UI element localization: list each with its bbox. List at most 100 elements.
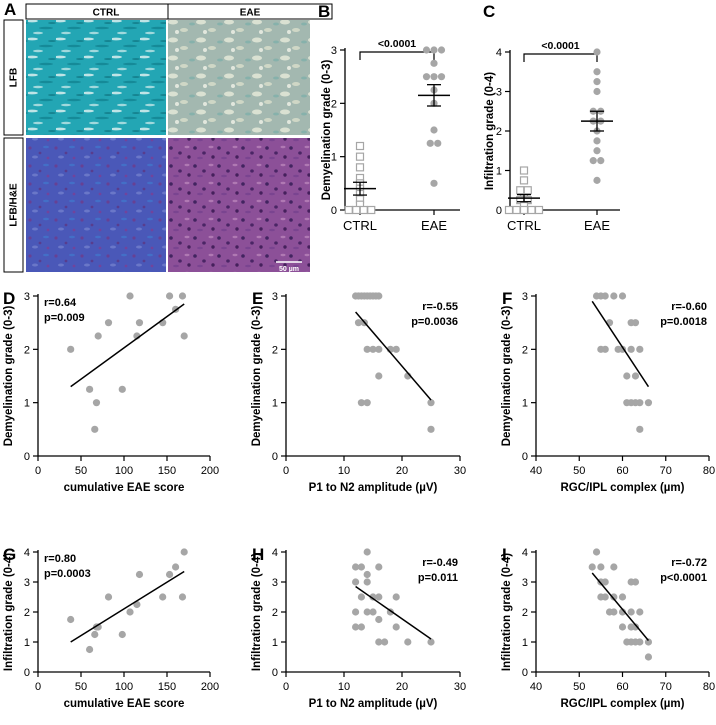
data-point (527, 205, 536, 215)
data-point (363, 608, 371, 616)
data-point (610, 593, 618, 601)
data-point (92, 399, 101, 407)
x-tick-label: 20 (396, 681, 408, 693)
data-point (426, 139, 434, 147)
y-tick-label: 1 (272, 637, 278, 649)
x-tick-label: 50 (75, 465, 87, 477)
y-tick-label: 4 (24, 547, 30, 559)
data-point (618, 593, 627, 601)
y-tick-label: 2 (272, 607, 278, 619)
row-label-box (3, 19, 24, 136)
image-lfb-ctrl (26, 20, 166, 135)
regression-line (355, 585, 432, 640)
data-point (369, 608, 377, 616)
data-point (86, 645, 94, 654)
data-point (592, 548, 601, 556)
data-point (427, 638, 435, 646)
panel-I: I 0 1 2 3 4 40 50 60 70 80 RGC/IPL complex (µm) Infi… (501, 545, 715, 710)
data-point (91, 630, 99, 639)
data-point (375, 345, 383, 353)
x-category-label-0: CTRL (343, 218, 377, 233)
data-point (601, 292, 609, 300)
data-point (593, 48, 601, 56)
data-point (369, 345, 377, 353)
y-tick-label: 2 (272, 344, 278, 356)
scale-bar-label: 50 µm (279, 266, 299, 273)
regression-line (591, 572, 650, 641)
y-tick-label: 2 (522, 607, 528, 619)
y-tick-label: 2 (331, 98, 337, 110)
y-tick-label: 3 (24, 291, 30, 303)
data-point (430, 179, 438, 187)
data-point (422, 73, 431, 81)
x-tick-label: 100 (115, 681, 133, 693)
data-point (344, 205, 353, 215)
data-point (126, 608, 134, 616)
x-axis-label: cumulative EAE score (64, 482, 185, 494)
data-point (352, 608, 360, 616)
row-label-0: LFB (9, 68, 20, 87)
data-point (593, 68, 601, 76)
panel-label-H: H (252, 545, 264, 564)
data-point (91, 425, 99, 433)
y-tick-label: 0 (522, 451, 528, 463)
data-point (404, 638, 412, 646)
r-value: r=-0.60 (671, 301, 707, 313)
data-point (172, 563, 180, 571)
data-point (357, 563, 365, 571)
data-point (430, 46, 438, 54)
data-point (392, 623, 400, 631)
data-point (357, 623, 365, 631)
y-tick-label: 3 (522, 577, 528, 589)
panel-D: D 0 1 2 3 0 50 100 150 200 cumulative EAE score Dem… (3, 289, 219, 494)
y-tick-label: 3 (522, 291, 528, 303)
y-tick-label: 0 (522, 667, 528, 679)
y-tick-label: 4 (272, 547, 278, 559)
data-point (352, 623, 360, 631)
data-point (512, 205, 521, 215)
data-point (430, 59, 438, 67)
data-point (430, 126, 438, 134)
data-point (359, 205, 368, 215)
x-tick-label: 80 (703, 465, 715, 477)
data-point (118, 630, 126, 639)
data-point (434, 139, 442, 147)
panel-label-F: F (502, 289, 512, 308)
data-point (593, 176, 601, 184)
panel-H: H 0 1 2 3 4 0 10 20 30 P1 to N2 amplitude (µV) Infi… (251, 545, 466, 710)
data-point (437, 73, 446, 81)
data-point (427, 425, 435, 433)
p-value: p<0.0001 (660, 572, 707, 584)
x-category-label-1: EAE (421, 218, 447, 233)
p-value: p=0.0036 (411, 316, 458, 328)
x-axis-label: cumulative EAE score (64, 698, 185, 710)
data-point (644, 653, 653, 661)
data-point (519, 205, 529, 215)
x-tick-label: 10 (338, 465, 350, 477)
y-tick-label: 0 (24, 667, 30, 679)
data-point (118, 385, 126, 393)
r-value: r=0.80 (44, 553, 76, 565)
panel-label-E: E (252, 289, 263, 308)
panel-G: G 0 1 2 3 4 0 50 100 150 200 cumulative EAE score In… (3, 545, 219, 710)
y-tick-label: 3 (24, 577, 30, 589)
data-point (392, 593, 400, 601)
row-label-1: LFB/H&E (9, 183, 20, 227)
y-axis-label: Demyelination grade (0-3) (251, 306, 263, 447)
data-point (593, 147, 601, 155)
data-point (631, 372, 640, 380)
data-point (67, 345, 75, 353)
y-tick-label: 1 (522, 398, 528, 410)
image-he-eae (168, 138, 310, 272)
p-value-label: <0.0001 (541, 40, 579, 52)
y-tick-label: 4 (496, 47, 502, 59)
data-point (357, 593, 365, 601)
data-point (375, 593, 383, 601)
x-tick-label: 60 (616, 465, 628, 477)
p-value-label: <0.0001 (378, 38, 416, 50)
data-point (104, 319, 113, 327)
x-tick-label: 40 (530, 465, 542, 477)
data-point (86, 385, 94, 393)
data-point (427, 399, 435, 407)
panel-label-D: D (3, 289, 15, 308)
